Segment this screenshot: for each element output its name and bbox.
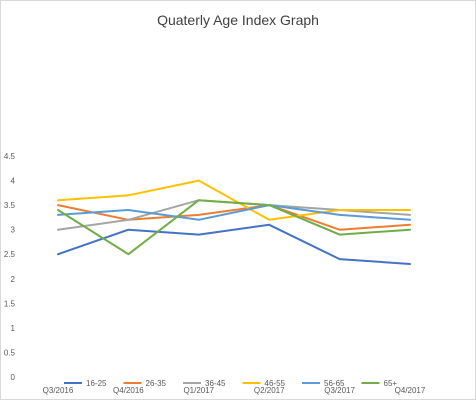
legend-label: 36-45: [205, 379, 226, 388]
x-tick-label: Q3/2016: [43, 386, 74, 395]
y-tick-label: 3.5: [4, 201, 16, 210]
x-axis-ticks: Q3/2016 Q4/2016 Q1/2017 Q2/2017 Q3/2017 Q4/20…: [43, 386, 426, 395]
series-line-3: [57, 179, 411, 221]
y-tick-label: 1: [11, 324, 16, 333]
x-tick-label: Q4/2017: [395, 386, 426, 395]
y-tick-label: 0.5: [4, 348, 16, 357]
y-tick-label: 2: [11, 275, 16, 284]
series-line-4: [57, 204, 411, 221]
legend-label: 65+: [384, 379, 398, 388]
x-tick-label: Q1/2017: [183, 386, 214, 395]
x-tick-label: Q3/2017: [324, 386, 355, 395]
legend-label: 26-35: [146, 379, 167, 388]
y-tick-label: 1.5: [4, 299, 16, 308]
legend: 16-25 26-35 36-45 46-55 56-65 65+: [64, 379, 397, 388]
x-tick-label: Q4/2016: [113, 386, 144, 395]
series-line-5: [57, 199, 411, 256]
legend-label: 46-55: [265, 379, 286, 388]
legend-label: 56-65: [324, 379, 345, 388]
y-tick-label: 4.5: [4, 152, 16, 161]
y-tick-label: 0: [11, 373, 16, 382]
x-tick-label: Q2/2017: [254, 386, 285, 395]
series-lines: [57, 179, 411, 265]
series-line-2: [57, 199, 411, 231]
y-axis-ticks: 0 0.5 1 1.5 2 2.5 3 3.5 4 4.5: [4, 152, 16, 382]
y-tick-label: 2.5: [4, 250, 16, 259]
y-tick-label: 3: [11, 226, 16, 235]
y-tick-label: 4: [11, 177, 16, 186]
legend-label: 16-25: [86, 379, 107, 388]
series-line-0: [57, 223, 411, 265]
series-line-1: [57, 204, 411, 231]
chart-title: Quaterly Age Index Graph: [157, 12, 319, 28]
